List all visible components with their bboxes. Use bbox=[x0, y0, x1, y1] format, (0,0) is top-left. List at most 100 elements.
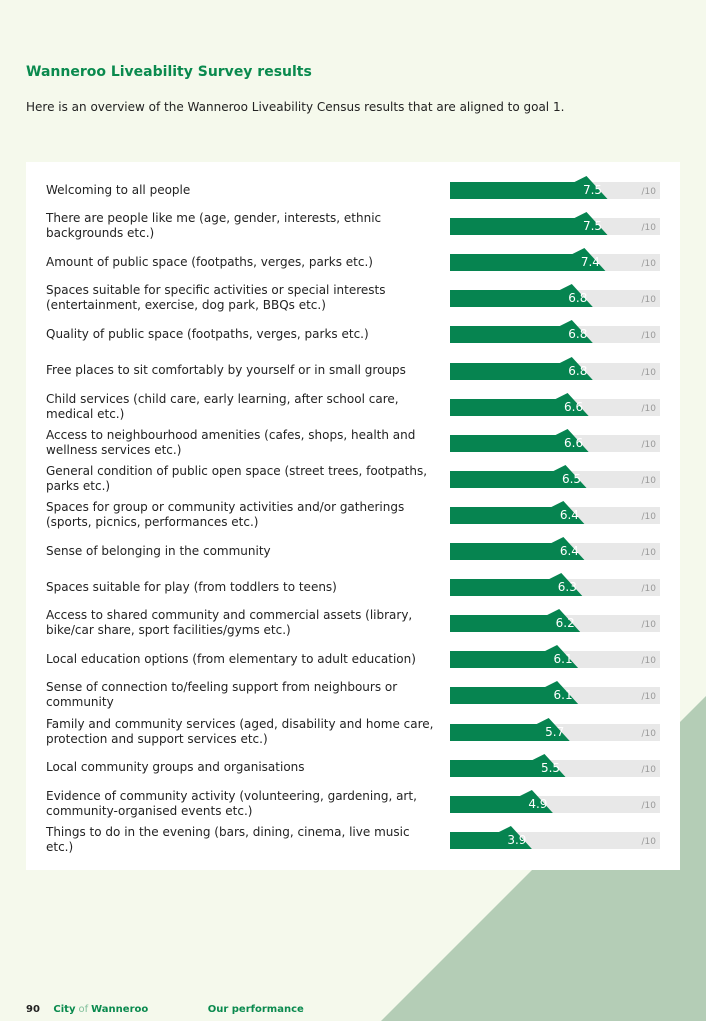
category-label: Child services (child care, early learni… bbox=[46, 391, 399, 421]
footer-city-name: Wanneroo bbox=[91, 1004, 149, 1015]
bar-max-label: /10 bbox=[642, 765, 657, 775]
bar bbox=[450, 356, 593, 380]
chart-row: Sense of belonging in the community 6.4/1… bbox=[26, 533, 680, 569]
bar-area: 6.2/10 bbox=[450, 605, 662, 641]
chart-row: Things to do in the evening (bars, dinin… bbox=[26, 822, 680, 858]
bar bbox=[450, 248, 606, 272]
bar-value-label: 6.8 bbox=[568, 364, 587, 378]
bar-area: 6.1/10 bbox=[450, 677, 662, 713]
bar bbox=[450, 392, 589, 416]
bar-max-label: /10 bbox=[642, 512, 657, 522]
bar-value-label: 6.5 bbox=[562, 472, 581, 486]
bar-svg: 6.8/10 bbox=[450, 356, 660, 380]
chart-row: Child services (child care, early learni… bbox=[26, 389, 680, 425]
bar bbox=[450, 284, 593, 308]
chart-row: General condition of public open space (… bbox=[26, 461, 680, 497]
category-label: Sense of connection to/feeling support f… bbox=[46, 680, 398, 710]
bar-area: 4.9/10 bbox=[450, 786, 662, 822]
chart-row: Spaces suitable for specific activities … bbox=[26, 280, 680, 316]
page-number: 90 bbox=[26, 1004, 40, 1015]
bar-value-label: 6.3 bbox=[558, 580, 577, 594]
bar bbox=[450, 609, 581, 633]
bar-area: 6.8/10 bbox=[450, 280, 662, 316]
bar-max-label: /10 bbox=[642, 368, 657, 378]
bar-svg: 6.2/10 bbox=[450, 609, 660, 633]
bar bbox=[450, 176, 608, 199]
bar-max-label: /10 bbox=[642, 259, 657, 269]
bar bbox=[450, 825, 532, 849]
bar bbox=[450, 212, 608, 236]
bar-value-label: 6.6 bbox=[564, 436, 583, 450]
category-label: Spaces for group or community activities… bbox=[46, 499, 405, 529]
bar-max-label: /10 bbox=[642, 837, 657, 847]
bar-area: 7.5/10 bbox=[450, 172, 662, 208]
results-chart-panel: Welcoming to all people 7.5/10 There are p… bbox=[26, 162, 680, 870]
bar-value-label: 7.5 bbox=[583, 219, 602, 233]
bar-area: 5.5/10 bbox=[450, 750, 662, 786]
bar-value-label: 3.9 bbox=[507, 833, 526, 847]
category-label: Quality of public space (footpaths, verg… bbox=[46, 326, 369, 341]
bar bbox=[450, 789, 553, 813]
bar-value-label: 5.5 bbox=[541, 761, 560, 775]
bar-area: 7.5/10 bbox=[450, 208, 662, 244]
bar-svg: 6.3/10 bbox=[450, 573, 660, 597]
category-label: Local education options (from elementary… bbox=[46, 651, 416, 666]
bar-svg: 6.5/10 bbox=[450, 464, 660, 488]
bar-area: 6.5/10 bbox=[450, 461, 662, 497]
category-label: Spaces suitable for play (from toddlers … bbox=[46, 579, 337, 594]
bar-max-label: /10 bbox=[642, 729, 657, 739]
bar-max-label: /10 bbox=[642, 620, 657, 630]
bar-value-label: 6.1 bbox=[554, 688, 573, 702]
bar-value-label: 4.9 bbox=[528, 797, 547, 811]
bar bbox=[450, 681, 579, 705]
category-label: Spaces suitable for specific activities … bbox=[46, 283, 386, 313]
category-label: There are people like me (age, gender, i… bbox=[46, 211, 382, 241]
bar-svg: 7.4/10 bbox=[450, 248, 660, 272]
category-label: Welcoming to all people bbox=[46, 182, 191, 197]
chart-row: Spaces suitable for play (from toddlers … bbox=[26, 569, 680, 605]
bar-area: 6.3/10 bbox=[450, 569, 662, 605]
page-title: Wanneroo Liveability Survey results bbox=[26, 64, 312, 80]
bar-area: 6.1/10 bbox=[450, 641, 662, 677]
bar bbox=[450, 537, 585, 560]
bar-area: 5.7/10 bbox=[450, 714, 662, 750]
bar-max-label: /10 bbox=[642, 187, 657, 197]
bar bbox=[450, 500, 585, 524]
chart-row: Amount of public space (footpaths, verge… bbox=[26, 244, 680, 280]
category-label: Access to neighbourhood amenities (cafes… bbox=[46, 427, 416, 457]
bar-value-label: 6.8 bbox=[568, 291, 587, 305]
footer-of: of bbox=[78, 1004, 89, 1015]
bar-area: 6.4/10 bbox=[450, 497, 662, 533]
chart-row: Local education options (from elementary… bbox=[26, 641, 680, 677]
bar-svg: 3.9/10 bbox=[450, 825, 660, 849]
bar-area: 6.6/10 bbox=[450, 389, 662, 425]
bar-value-label: 6.4 bbox=[560, 508, 579, 522]
chart-row: Sense of connection to/feeling support f… bbox=[26, 677, 680, 713]
bar-max-label: /10 bbox=[642, 295, 657, 305]
bar bbox=[450, 717, 570, 741]
intro-text: Here is an overview of the Wanneroo Live… bbox=[26, 100, 565, 114]
footer-brand: City of Wanneroo bbox=[53, 1004, 158, 1015]
bar bbox=[450, 573, 583, 597]
chart-row: Family and community services (aged, dis… bbox=[26, 714, 680, 750]
chart-row: Access to neighbourhood amenities (cafes… bbox=[26, 425, 680, 461]
bar-value-label: 6.1 bbox=[554, 652, 573, 666]
chart-row: Access to shared community and commercia… bbox=[26, 605, 680, 641]
category-label: Local community groups and organisations bbox=[46, 760, 305, 775]
bar-svg: 6.6/10 bbox=[450, 428, 660, 452]
page-footer: 90 City of Wanneroo Our performance bbox=[26, 1004, 314, 1015]
bar-max-label: /10 bbox=[642, 656, 657, 666]
bar bbox=[450, 320, 593, 344]
bar-max-label: /10 bbox=[642, 584, 657, 594]
category-label: Evidence of community activity (voluntee… bbox=[46, 788, 417, 818]
category-label: General condition of public open space (… bbox=[46, 463, 428, 493]
category-label: Amount of public space (footpaths, verge… bbox=[46, 254, 373, 269]
chart-row: Free places to sit comfortably by yourse… bbox=[26, 353, 680, 389]
bar-max-label: /10 bbox=[642, 692, 657, 702]
bar-max-label: /10 bbox=[642, 331, 657, 341]
category-label: Sense of belonging in the community bbox=[46, 543, 271, 558]
chart-row: There are people like me (age, gender, i… bbox=[26, 208, 680, 244]
footer-city: City bbox=[53, 1004, 76, 1015]
bar bbox=[450, 428, 589, 452]
bar-svg: 6.8/10 bbox=[450, 284, 660, 308]
